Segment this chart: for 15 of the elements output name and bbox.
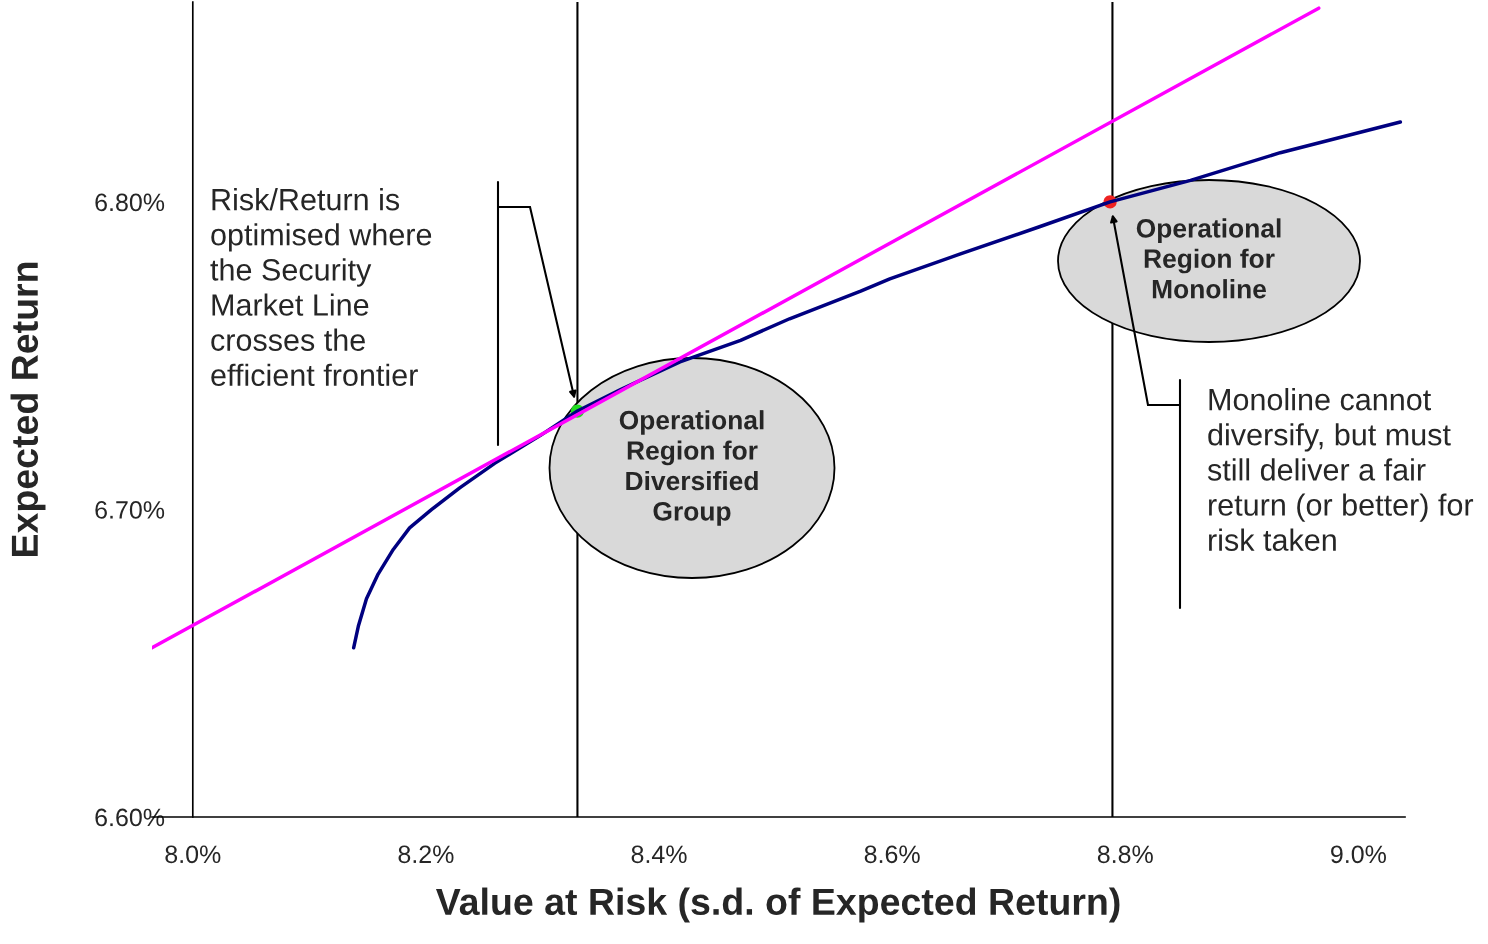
x-axis-title: Value at Risk (s.d. of Expected Return) bbox=[435, 887, 1120, 923]
x-tick-label: 8.0% bbox=[165, 845, 221, 864]
x-tick-label: 9.0% bbox=[1331, 845, 1386, 864]
annotation: Monoline cannot diversify, but must still deliver a fair return (or better) for risk taken bbox=[1207, 388, 1474, 551]
x-tick-label: 8.8% bbox=[1097, 845, 1153, 864]
annotation: Operational Region for Diversified Group bbox=[619, 410, 764, 526]
y-tick-label: 6.80% bbox=[95, 193, 165, 212]
annotation: Risk/Return is optimised where the Security Market Line crosses the efficient frontier bbox=[210, 188, 432, 387]
x-tick-label: 8.2% bbox=[398, 845, 454, 864]
y-tick-label: 6.70% bbox=[95, 501, 165, 519]
annotation: Operational Region for Monoline bbox=[1136, 218, 1281, 299]
y-axis-title: Expected Return bbox=[10, 262, 46, 556]
x-tick-label: 8.4% bbox=[631, 845, 687, 864]
x-tick-label: 8.6% bbox=[864, 845, 920, 864]
y-tick-label: 6.60% bbox=[95, 808, 165, 827]
